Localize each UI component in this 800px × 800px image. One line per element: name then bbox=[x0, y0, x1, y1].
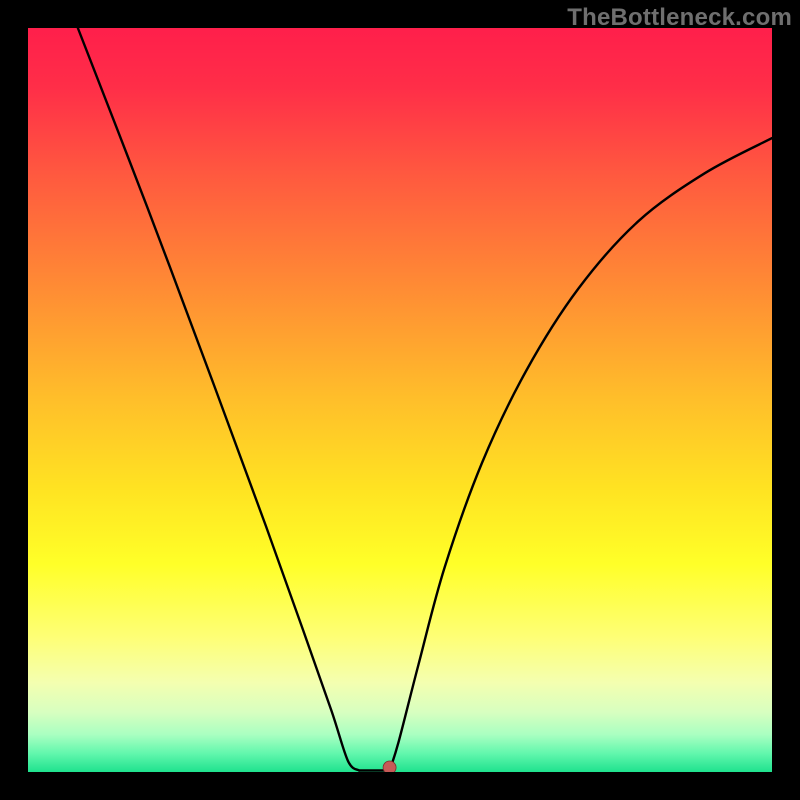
plot-background bbox=[28, 28, 772, 772]
watermark-text: TheBottleneck.com bbox=[567, 4, 792, 32]
